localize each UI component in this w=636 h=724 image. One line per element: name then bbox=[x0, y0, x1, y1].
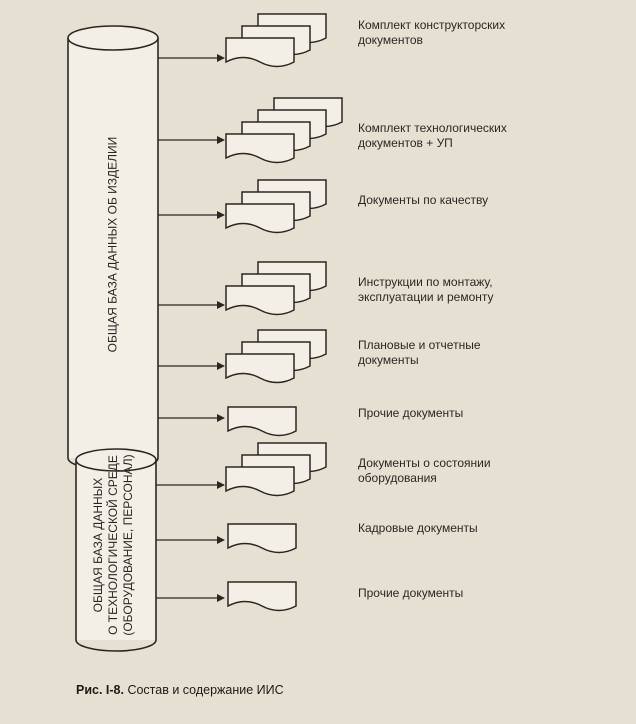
figure-caption: Рис. I-8. Состав и содержание ИИС bbox=[76, 683, 284, 697]
document-stack-icon bbox=[225, 261, 327, 316]
document-sheet bbox=[225, 203, 295, 234]
product-database-cylinder bbox=[67, 25, 159, 471]
document-sheet bbox=[227, 523, 297, 554]
document-stack-icons bbox=[225, 13, 343, 612]
document-stack-icon bbox=[227, 406, 297, 437]
connector-arrows bbox=[156, 54, 225, 602]
caption-prefix: Рис. I-8. bbox=[76, 683, 124, 697]
document-stack-icon bbox=[225, 442, 327, 497]
doc-label-instructions: Инструкции по монтажу, эксплуатации и рем… bbox=[358, 275, 494, 304]
doc-label-equipment: Документы о состоянии оборудования bbox=[358, 456, 491, 485]
doc-label-other-1: Прочие документы bbox=[358, 406, 464, 420]
document-stack-icon bbox=[225, 179, 327, 234]
document-sheet bbox=[225, 37, 295, 68]
document-stack-icon bbox=[227, 581, 297, 612]
doc-label-personnel: Кадровые документы bbox=[358, 521, 478, 535]
document-sheet bbox=[227, 406, 297, 437]
document-sheet bbox=[225, 466, 295, 497]
doc-label-design: Комплект конструкторских документов bbox=[358, 18, 506, 47]
doc-label-technology: Комплект технологических документов + УП bbox=[358, 121, 507, 150]
env-label-line-2: О ТЕХНОЛОГИЧЕСКОЙ СРЕДЕ bbox=[106, 455, 120, 635]
document-sheet bbox=[225, 285, 295, 316]
document-stack-icon bbox=[227, 523, 297, 554]
doc-label-other-2: Прочие документы bbox=[358, 586, 464, 600]
document-stack-icon bbox=[225, 13, 327, 68]
document-stack-icon bbox=[225, 329, 327, 384]
doc-label-quality: Документы по качеству bbox=[358, 193, 489, 207]
document-stack-icon bbox=[225, 97, 343, 164]
product-database-label: ОБЩАЯ БАЗА ДАННЫХ ОБ ИЗДЕЛИИ bbox=[105, 136, 120, 353]
env-label-line-1: ОБЩАЯ БАЗА ДАННЫХ bbox=[91, 477, 105, 613]
doc-label-planning: Плановые и отчетные документы bbox=[358, 338, 481, 367]
caption-text: Состав и содержание ИИС bbox=[123, 683, 284, 697]
document-sheet bbox=[225, 133, 295, 164]
document-sheet bbox=[227, 581, 297, 612]
document-sheet bbox=[225, 353, 295, 384]
environment-database-label: ОБЩАЯ БАЗА ДАННЫХ О ТЕХНОЛОГИЧЕСКОЙ СРЕД… bbox=[91, 445, 141, 645]
env-label-line-3: (ОБОРУДОВАНИЕ, ПЕРСОНАЛ) bbox=[121, 454, 135, 636]
environment-database-cylinder bbox=[75, 448, 157, 652]
